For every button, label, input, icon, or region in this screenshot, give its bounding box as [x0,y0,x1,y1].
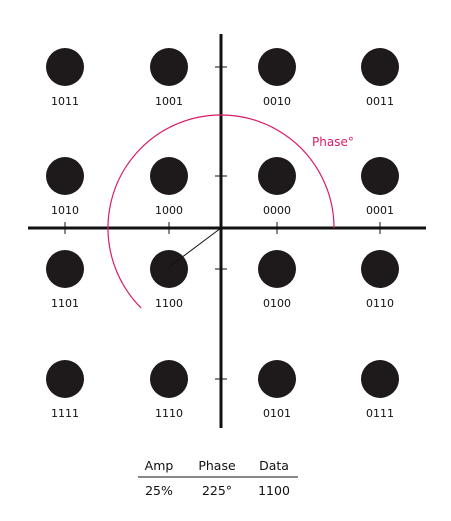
constellation-point: 1111 [46,360,84,420]
constellation-dot [46,157,84,195]
constellation-dot [150,157,188,195]
constellation-label: 0001 [366,204,394,217]
table-header-amp: Amp [145,458,174,473]
constellation-dot [361,250,399,288]
table-header-phase: Phase [198,458,236,473]
constellation-dot [258,360,296,398]
readout-table: Amp Phase Data 25% 225° 1100 [138,458,298,498]
constellation-dot [258,48,296,86]
constellation-point: 1101 [46,250,84,310]
constellation-label: 0010 [263,95,291,108]
constellation-point: 1000 [150,157,188,217]
phase-arc [107,114,335,309]
constellation-label: 1100 [155,297,183,310]
constellation-point: 0001 [361,157,399,217]
table-header-data: Data [259,458,289,473]
constellation-point: 1001 [150,48,188,108]
axis-ticks [64,66,381,380]
constellation-dot [361,360,399,398]
phase-label: Phase° [312,135,354,149]
constellation-dot [258,250,296,288]
table-value-amp: 25% [145,483,173,498]
constellation-label: 0011 [366,95,394,108]
constellation-points: 1011 1001 0010 0011 1010 1000 0000 0001 1101 1100… [46,48,399,420]
constellation-label: 1011 [51,95,79,108]
constellation-dot [46,250,84,288]
constellation-label: 1111 [51,407,79,420]
constellation-point: 0010 [258,48,296,108]
constellation-point: 1110 [150,360,188,420]
constellation-point: 0101 [258,360,296,420]
constellation-label: 1010 [51,204,79,217]
constellation-dot [150,48,188,86]
constellation-point: 0011 [361,48,399,108]
constellation-dot [46,48,84,86]
constellation-point: 0110 [361,250,399,310]
constellation-dot [361,157,399,195]
constellation-label: 0111 [366,407,394,420]
constellation-label: 0101 [263,407,291,420]
constellation-dot [150,250,188,288]
constellation-label: 0110 [366,297,394,310]
table-value-data: 1100 [258,483,290,498]
constellation-point: 1100 [150,250,188,310]
constellation-point: 1010 [46,157,84,217]
constellation-label: 0000 [263,204,291,217]
table-value-phase: 225° [202,483,232,498]
constellation-label: 1000 [155,204,183,217]
phase-vector [168,227,222,268]
constellation-dot [361,48,399,86]
constellation-label: 1001 [155,95,183,108]
constellation-label: 1110 [155,407,183,420]
constellation-label: 0100 [263,297,291,310]
constellation-point: 1011 [46,48,84,108]
constellation-dot [46,360,84,398]
constellation-label: 1101 [51,297,79,310]
constellation-point: 0111 [361,360,399,420]
constellation-point: 0000 [258,157,296,217]
constellation-dot [258,157,296,195]
constellation-point: 0100 [258,250,296,310]
constellation-dot [150,360,188,398]
